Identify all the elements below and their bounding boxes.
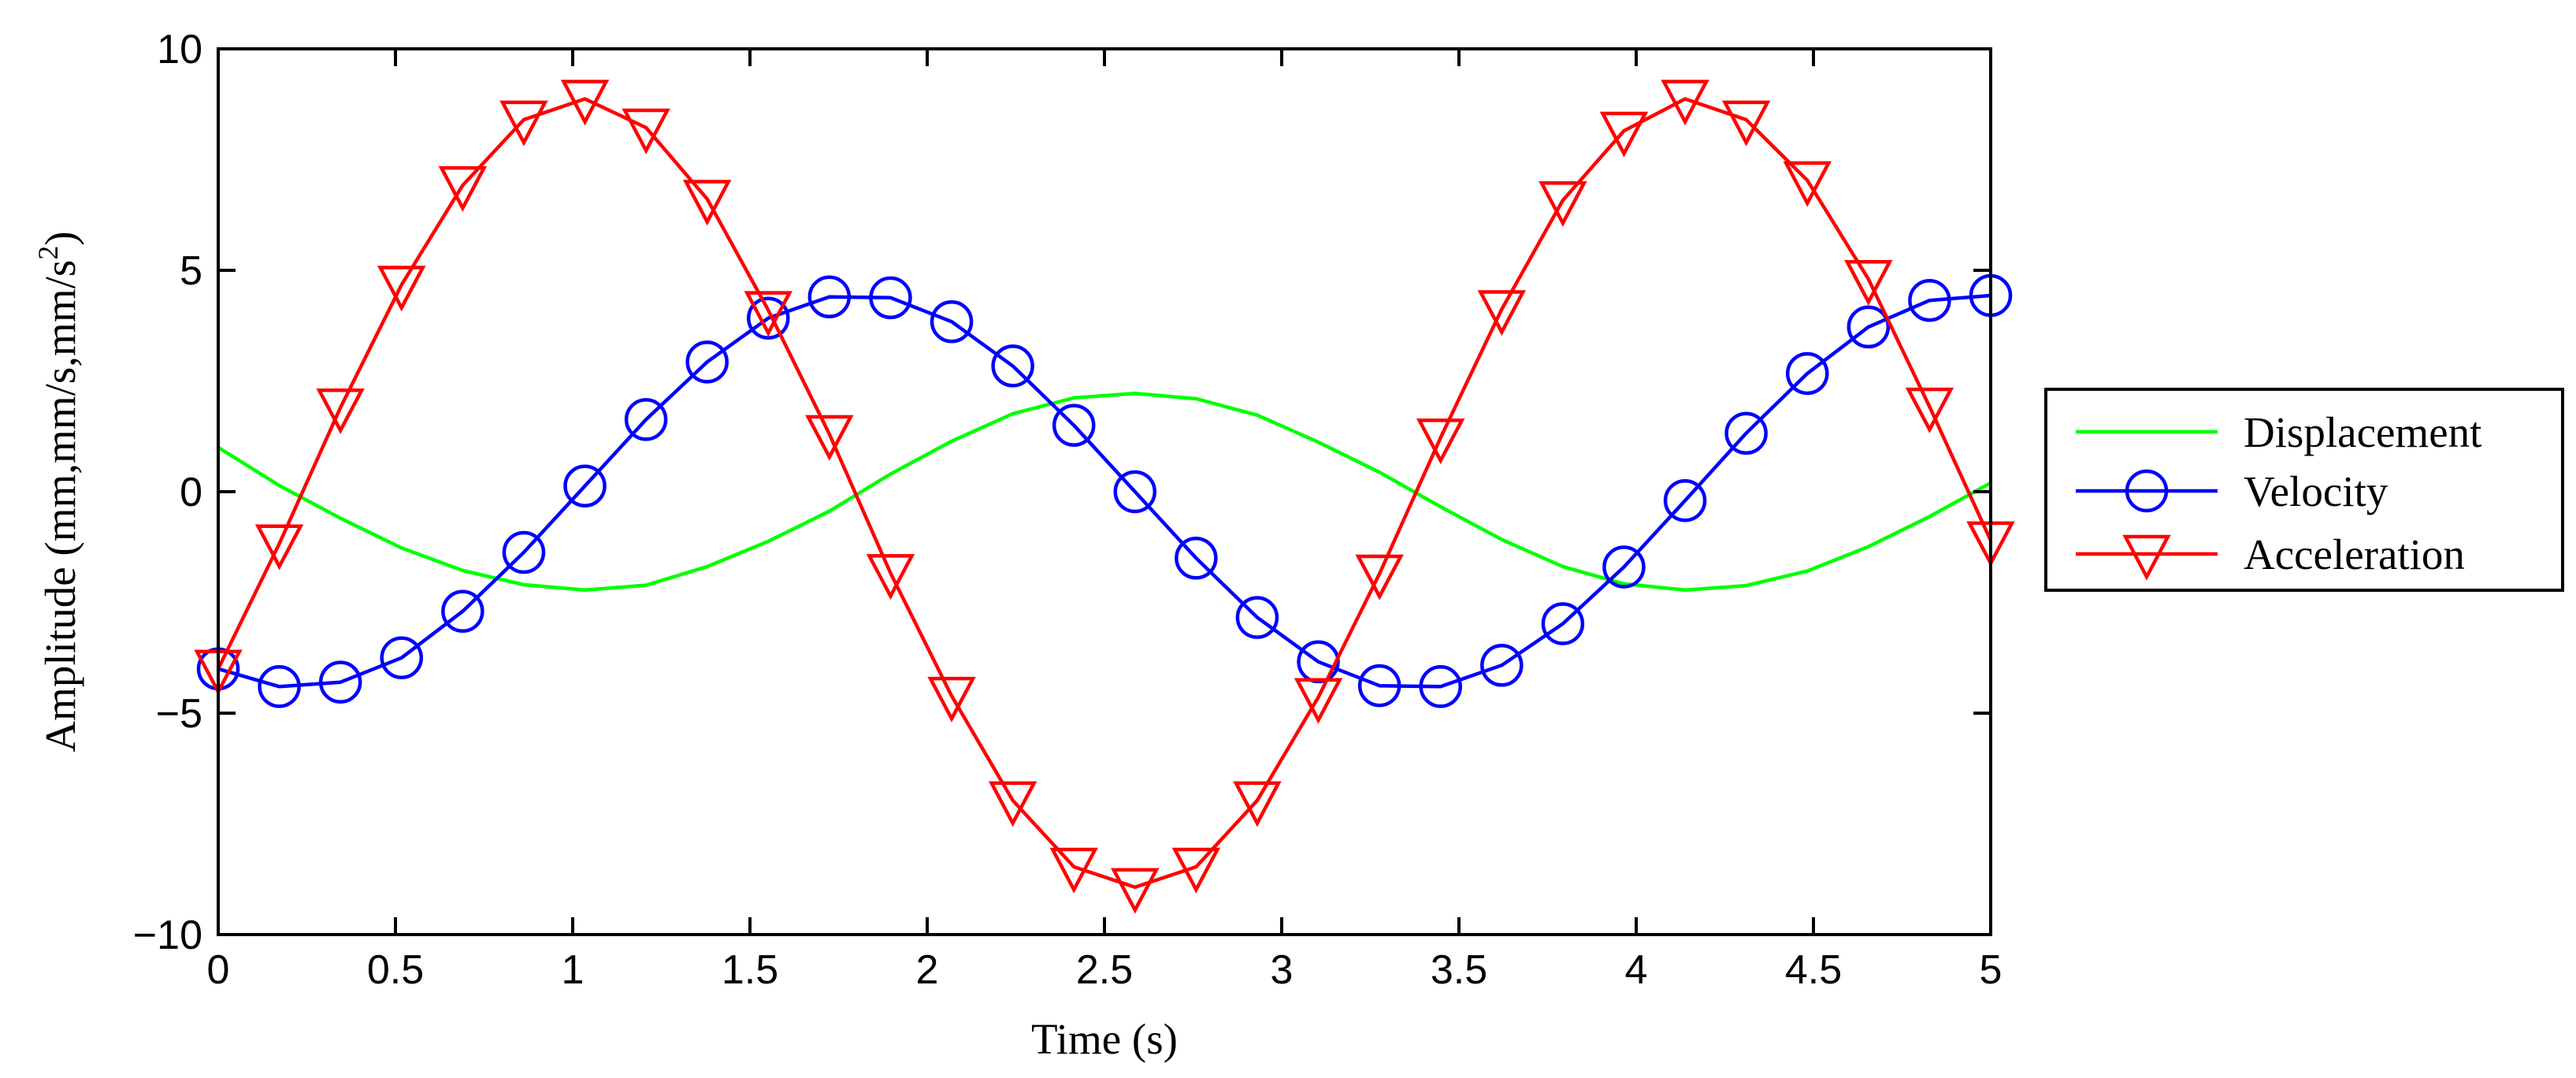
velocity-point xyxy=(1602,545,1646,589)
legend-box xyxy=(2044,388,2564,592)
x-tick-label: 4.5 xyxy=(1785,947,1842,993)
velocity-point xyxy=(1480,644,1524,687)
velocity-point xyxy=(1419,665,1462,708)
y-tick-label: 5 xyxy=(180,248,202,294)
acceleration-point xyxy=(438,165,488,212)
acceleration-point xyxy=(622,108,670,154)
acceleration-point xyxy=(988,781,1037,827)
legend: Displacement Velocity Acceleration xyxy=(2044,388,2564,592)
acceleration-point xyxy=(1539,180,1587,228)
y-axis-title-superscript: 2 xyxy=(32,246,64,260)
velocity-point xyxy=(685,340,729,384)
velocity-point xyxy=(624,398,668,441)
legend-label-velocity: Velocity xyxy=(2244,467,2389,515)
velocity-point xyxy=(1235,596,1279,639)
acceleration-point xyxy=(1477,290,1527,336)
y-axis-title-main: Amplitude (mm,mm/s,mm/s xyxy=(36,260,84,753)
acceleration-point xyxy=(1233,781,1282,827)
acceleration-point xyxy=(744,291,793,337)
acceleration-point xyxy=(1783,161,1832,207)
acceleration-point xyxy=(866,554,915,600)
x-tick-label: 3.5 xyxy=(1431,947,1487,993)
x-tick-label: 1 xyxy=(562,947,585,993)
legend-item-acceleration: Acceleration xyxy=(2076,530,2465,581)
x-tick-label: 2 xyxy=(916,947,939,993)
acceleration-point xyxy=(805,414,854,461)
velocity-point xyxy=(1357,664,1401,708)
x-axis-title: Time (s) xyxy=(1031,1015,1178,1063)
y-tick-label: −10 xyxy=(133,913,202,958)
velocity-point xyxy=(258,665,301,708)
acceleration-point xyxy=(1355,554,1404,600)
velocity-point xyxy=(1908,278,1951,322)
velocity-point xyxy=(563,464,607,507)
acceleration-point xyxy=(1599,111,1649,158)
velocity-point xyxy=(1113,470,1157,514)
axes-layer: 0 0.5 1 1.5 2 2.5 3 3.5 4 4.5 5 −10 −5 0 5 10 xyxy=(133,27,2003,993)
series-velocity xyxy=(196,273,2013,708)
velocity-point xyxy=(747,296,790,340)
velocity-point xyxy=(869,276,912,320)
legend-marker-acceleration xyxy=(2122,534,2171,581)
acceleration-point xyxy=(377,266,426,312)
x-tick-label: 4 xyxy=(1625,947,1648,993)
velocity-point xyxy=(807,275,852,318)
legend-label-acceleration: Acceleration xyxy=(2244,530,2465,578)
velocity-point xyxy=(1786,351,1829,396)
velocity-point xyxy=(441,589,484,633)
velocity-point xyxy=(930,299,974,344)
acceleration-point xyxy=(254,524,304,571)
acceleration-point xyxy=(1844,259,1893,307)
acceleration-point xyxy=(1294,678,1343,724)
acceleration-point xyxy=(927,676,976,723)
x-tick-label: 2.5 xyxy=(1076,947,1133,993)
velocity-point xyxy=(1663,478,1707,522)
series-layer xyxy=(194,80,2015,914)
velocity-point xyxy=(380,636,423,679)
x-tick-label: 0.5 xyxy=(367,947,424,993)
velocity-point xyxy=(502,530,546,574)
legend-item-displacement: Displacement xyxy=(2076,408,2481,456)
acceleration-point xyxy=(499,100,548,147)
velocity-point xyxy=(1175,537,1218,580)
acceleration-point xyxy=(316,388,365,435)
x-tick-label: 1.5 xyxy=(722,947,778,993)
y-axis-title-suffix: ) xyxy=(36,231,84,245)
legend-label-displacement: Displacement xyxy=(2244,408,2481,456)
series-displacement xyxy=(217,391,1992,593)
velocity-point xyxy=(1847,305,1891,349)
velocity-line xyxy=(217,293,1991,689)
velocity-point xyxy=(1724,411,1768,455)
x-tick-label: 0 xyxy=(207,947,230,993)
acceleration-point xyxy=(1171,847,1221,894)
acceleration-point xyxy=(1721,100,1771,147)
legend-item-velocity: Velocity xyxy=(2076,467,2389,515)
acceleration-point xyxy=(1905,387,1954,433)
series-acceleration xyxy=(194,80,2015,914)
y-tick-label: 0 xyxy=(180,470,202,515)
x-tick-label: 5 xyxy=(1980,947,2003,993)
acceleration-point xyxy=(1661,80,1709,126)
x-tick-label: 3 xyxy=(1271,947,1294,993)
velocity-point xyxy=(991,344,1034,388)
legend-marker-velocity xyxy=(2125,469,2169,513)
velocity-point xyxy=(1052,403,1096,447)
y-tick-label: 10 xyxy=(157,27,202,72)
acceleration-point xyxy=(560,80,610,126)
velocity-point xyxy=(1541,602,1585,645)
plot-area xyxy=(218,49,1991,935)
y-axis-title: Amplitude (mm,mm/s,mm/s2) xyxy=(32,231,84,752)
acceleration-point xyxy=(1111,868,1160,914)
acceleration-point xyxy=(1416,418,1465,465)
acceleration-point xyxy=(1049,847,1098,894)
acceleration-point xyxy=(682,180,732,226)
displacement-line xyxy=(217,391,1992,593)
legend-items: Displacement Velocity Acceleration xyxy=(2076,408,2481,581)
velocity-point xyxy=(318,660,362,704)
y-tick-label: −5 xyxy=(156,691,202,737)
